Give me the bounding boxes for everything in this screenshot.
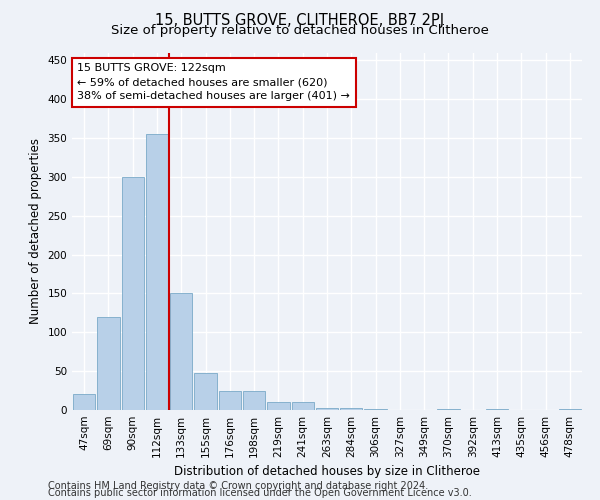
Bar	[559, 409, 581, 410]
Bar	[170, 294, 193, 410]
Bar	[73, 394, 95, 410]
Bar	[146, 134, 168, 410]
Bar	[194, 372, 217, 410]
Bar	[97, 316, 119, 410]
Bar	[267, 402, 290, 410]
Bar	[486, 409, 508, 410]
Text: Contains HM Land Registry data © Crown copyright and database right 2024.: Contains HM Land Registry data © Crown c…	[48, 481, 428, 491]
Bar	[122, 177, 144, 410]
Text: 15, BUTTS GROVE, CLITHEROE, BB7 2PJ: 15, BUTTS GROVE, CLITHEROE, BB7 2PJ	[155, 12, 445, 28]
Text: Contains public sector information licensed under the Open Government Licence v3: Contains public sector information licen…	[48, 488, 472, 498]
Text: Size of property relative to detached houses in Clitheroe: Size of property relative to detached ho…	[111, 24, 489, 37]
Y-axis label: Number of detached properties: Number of detached properties	[29, 138, 42, 324]
Bar	[243, 390, 265, 410]
Bar	[292, 402, 314, 410]
X-axis label: Distribution of detached houses by size in Clitheroe: Distribution of detached houses by size …	[174, 466, 480, 478]
Bar	[316, 408, 338, 410]
Bar	[437, 409, 460, 410]
Text: 15 BUTTS GROVE: 122sqm
← 59% of detached houses are smaller (620)
38% of semi-de: 15 BUTTS GROVE: 122sqm ← 59% of detached…	[77, 63, 350, 101]
Bar	[218, 390, 241, 410]
Bar	[364, 409, 387, 410]
Bar	[340, 408, 362, 410]
